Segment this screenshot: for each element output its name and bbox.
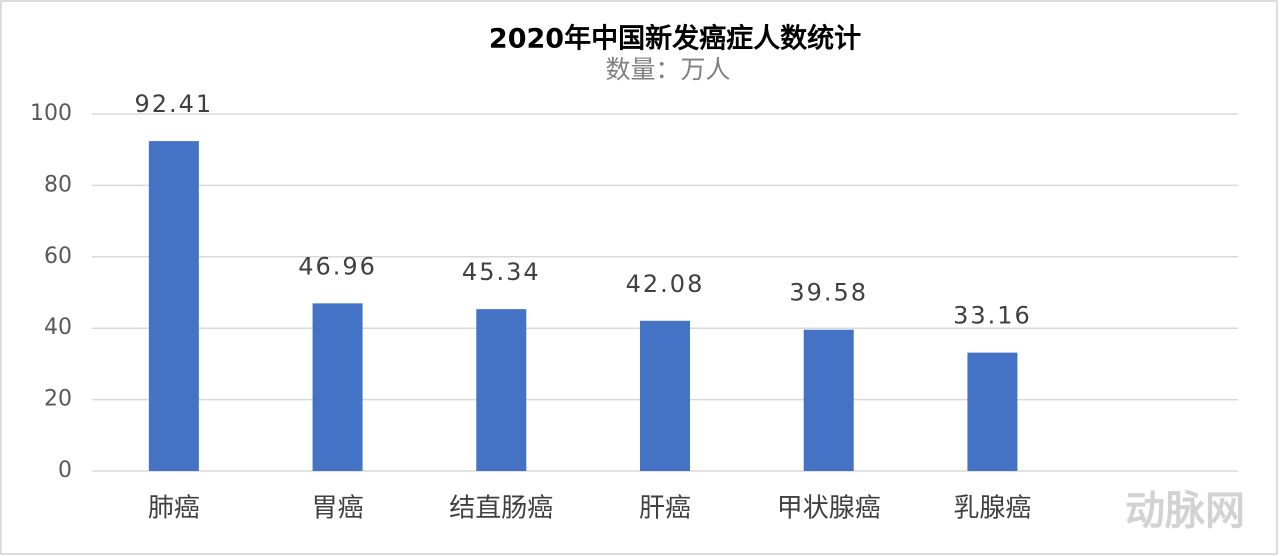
value-label: 33.16 [953, 302, 1032, 330]
bar [312, 303, 363, 471]
value-label: 39.58 [789, 279, 868, 307]
x-tick-label: 乳腺癌 [953, 494, 1031, 524]
y-tick-label: 100 [30, 101, 72, 126]
bar [476, 309, 527, 471]
chart-subtitle: 数量：万人 [605, 55, 730, 84]
y-tick-label: 40 [44, 315, 72, 340]
value-label: 46.96 [298, 252, 377, 280]
value-label: 92.41 [134, 90, 213, 118]
x-tick-label: 胃癌 [312, 494, 364, 524]
x-tick-label: 结直肠癌 [449, 494, 553, 524]
y-tick-label: 80 [44, 172, 72, 197]
bar [148, 141, 199, 471]
y-tick-label: 60 [44, 244, 72, 269]
bar [640, 320, 690, 471]
bar [967, 352, 1018, 471]
x-tick-label: 肺癌 [148, 494, 200, 524]
chart-title: 2020年中国新发癌症人数统计 [489, 23, 861, 55]
y-tick-label: 20 [44, 387, 72, 412]
y-tick-label: 0 [58, 458, 72, 483]
bar [803, 329, 854, 471]
x-tick-label: 甲状腺癌 [777, 494, 881, 524]
watermark: 动脉网 [1125, 488, 1245, 534]
x-tick-label: 肝癌 [639, 494, 691, 524]
value-label: 45.34 [462, 258, 541, 286]
value-label: 42.08 [626, 270, 705, 298]
